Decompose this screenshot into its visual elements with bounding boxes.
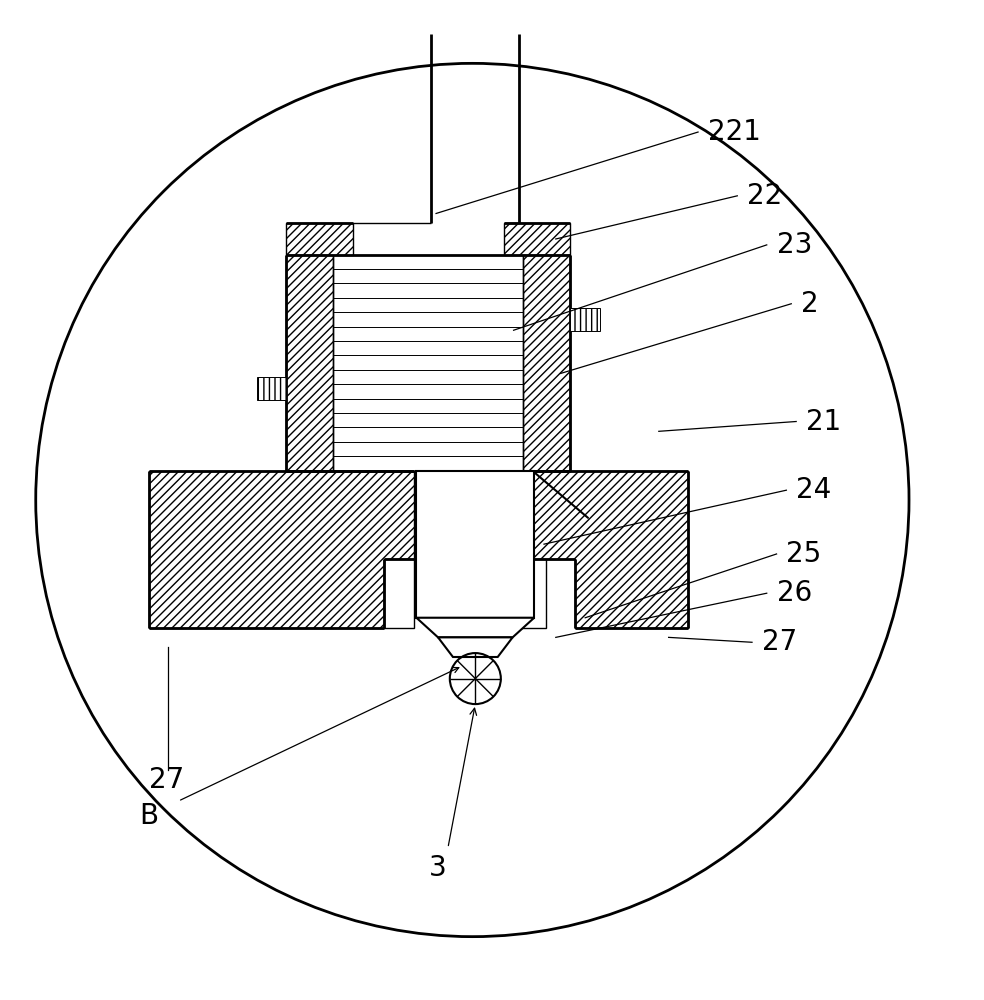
Polygon shape [416, 618, 534, 637]
Polygon shape [257, 377, 286, 400]
Text: 27: 27 [762, 628, 797, 656]
Polygon shape [522, 559, 546, 628]
Polygon shape [384, 559, 413, 628]
Text: 26: 26 [776, 579, 812, 607]
Polygon shape [438, 637, 513, 657]
Polygon shape [522, 471, 688, 628]
Text: 2: 2 [801, 290, 819, 318]
Polygon shape [286, 255, 333, 471]
Polygon shape [523, 255, 571, 471]
Text: 25: 25 [786, 540, 822, 568]
Text: 24: 24 [796, 476, 831, 504]
Polygon shape [571, 308, 600, 331]
Text: 21: 21 [806, 408, 841, 436]
Text: B: B [139, 802, 157, 830]
Text: 3: 3 [429, 854, 447, 882]
Text: 221: 221 [707, 118, 761, 146]
Polygon shape [504, 223, 571, 255]
Polygon shape [416, 471, 534, 618]
Text: 22: 22 [747, 182, 782, 210]
Polygon shape [286, 223, 352, 255]
Text: 23: 23 [776, 231, 812, 259]
Polygon shape [149, 471, 413, 628]
Text: 27: 27 [149, 766, 184, 794]
